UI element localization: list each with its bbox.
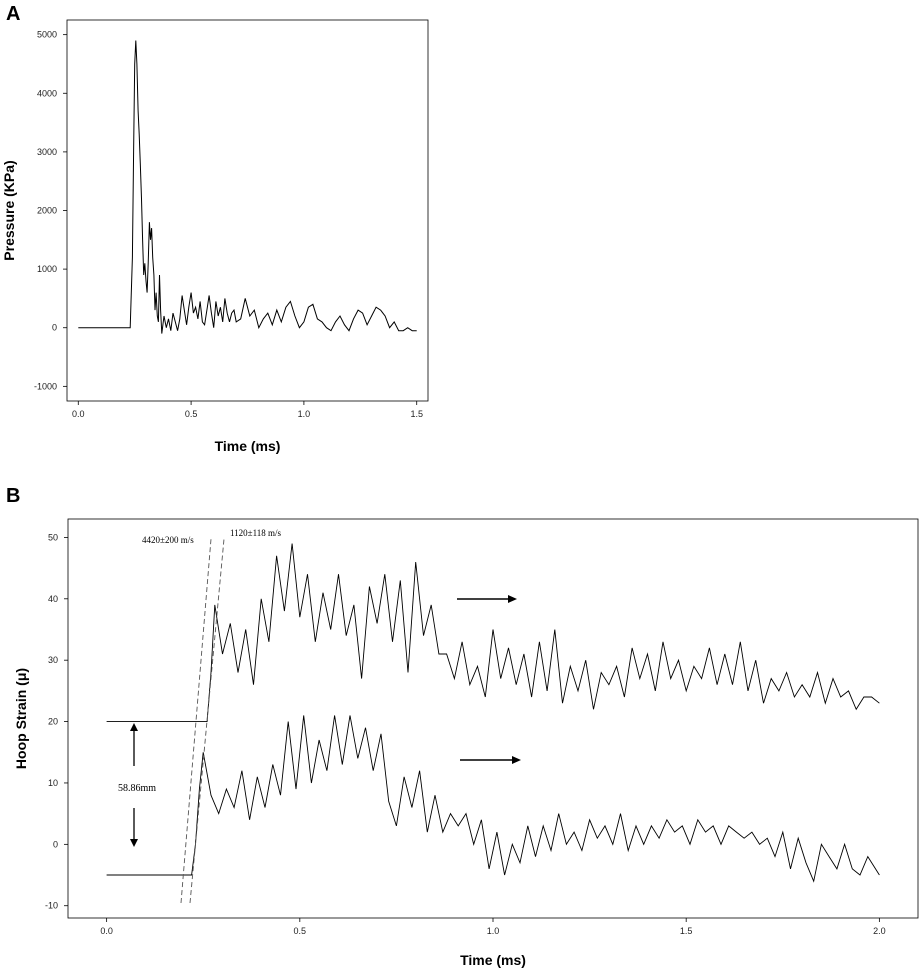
panel-b-y-tick-label: -10 [45, 901, 58, 911]
panel-a-x-tick-label: 1.0 [298, 409, 311, 419]
upper-strain-series-line [106, 543, 880, 723]
panel-b-x-axis-title: Time (ms) [460, 952, 526, 968]
direction-arrow-upper-head [508, 595, 517, 603]
panel-b-y-tick-label: 0 [53, 839, 58, 849]
panel-b-x-tick-label: 0.0 [100, 926, 113, 936]
lower-strain-series-line [106, 715, 880, 883]
wavefront-dashed-line-1 [180, 538, 212, 904]
panel-b-plot-frame [67, 518, 919, 919]
panel-a-axes: 0.0 0.5 1.0 1.5 -1000 0 1000 2000 3000 4000 5000 [34, 30, 423, 419]
panel-b-x-tick-label: 0.5 [294, 926, 307, 936]
panel-b-y-axis-title: Hoop Strain (μ) [13, 668, 29, 769]
panel-a-y-tick-label: 1000 [37, 264, 57, 274]
velocity-annotation-2: 1120±118 m/s [230, 528, 282, 538]
separation-annotation: 58.86mm [118, 783, 156, 794]
separation-arrow-down-head [130, 839, 138, 847]
panel-a-y-tick-label: -1000 [34, 381, 57, 391]
panel-a-x-tick-label: 0.0 [72, 409, 85, 419]
panel-b-y-tick-label: 10 [48, 778, 58, 788]
pressure-series-line [78, 40, 417, 334]
panel-b-y-tick-label: 30 [48, 655, 58, 665]
velocity-annotation-1: 4420±200 m/s [142, 535, 194, 545]
panel-a-y-tick-label: 3000 [37, 147, 57, 157]
panel-b-y-tick-label: 40 [48, 594, 58, 604]
panel-a-plot-frame [66, 19, 429, 402]
panel-a-y-tick-label: 5000 [37, 30, 57, 40]
panel-a-x-tick-label: 1.5 [410, 409, 423, 419]
panel-b-x-tick-label: 1.0 [487, 926, 500, 936]
panel-b-y-tick-label: 50 [48, 532, 58, 542]
panel-a-x-axis-title: Time (ms) [215, 438, 281, 454]
panel-a-y-tick-label: 0 [52, 323, 57, 333]
panel-a-y-axis-title: Pressure (KPa) [1, 160, 17, 260]
panel-a-x-tick-label: 0.5 [185, 409, 198, 419]
panel-a-letter: A [6, 3, 20, 25]
panel-b-y-tick-label: 20 [48, 717, 58, 727]
separation-arrow-up-head [130, 723, 138, 731]
panel-b-axes: 0.0 0.5 1.0 1.5 2.0 -10 0 10 20 30 40 50 [45, 532, 886, 936]
panel-b-letter: B [6, 485, 20, 507]
panel-a-y-tick-label: 4000 [37, 88, 57, 98]
panel-b-x-tick-label: 2.0 [873, 926, 886, 936]
panel-b-x-tick-label: 1.5 [680, 926, 693, 936]
wavefront-dashed-line-2 [189, 538, 225, 904]
direction-arrow-lower-head [512, 756, 521, 764]
panel-a-y-tick-label: 2000 [37, 206, 57, 216]
